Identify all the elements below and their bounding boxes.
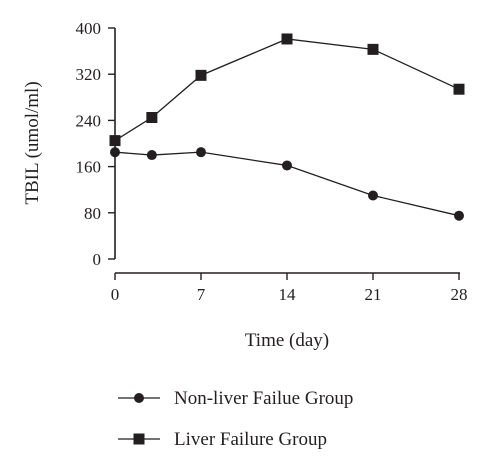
legend-label-liver-failure: Liver Failure Group [174, 429, 327, 450]
x-tick-label: 7 [197, 285, 206, 304]
y-tick-label: 400 [76, 19, 102, 38]
data-point-square [195, 69, 207, 81]
legend-marker-square [133, 433, 145, 445]
legend-marker-circle [134, 393, 144, 403]
data-point-circle [454, 210, 464, 221]
data-point-square [281, 33, 293, 45]
series-layer [109, 33, 465, 221]
y-tick-label: 160 [76, 158, 102, 177]
data-point-circle [110, 147, 120, 158]
x-axis-title: Time (day) [245, 330, 329, 351]
y-tick-label: 80 [84, 204, 101, 223]
data-point-circle [368, 190, 378, 201]
series-line-0 [114, 151, 460, 217]
x-axis-ticks: 0 7 14 21 28 [111, 273, 468, 304]
y-axis-ticks: 0 80 160 240 320 400 [76, 19, 115, 269]
series-line-1 [114, 38, 460, 142]
data-point-circle [146, 150, 157, 161]
y-axis-title: TBIL (umol/ml) [22, 81, 43, 204]
x-tick-label: 28 [451, 285, 468, 304]
data-point-circle [196, 147, 206, 158]
legend-item-liver-failure: Liver Failure Group [118, 429, 327, 450]
y-axis: 0 80 160 240 320 400 [76, 19, 116, 269]
data-point-square [109, 135, 121, 147]
data-point-square [453, 83, 465, 95]
legend: Non-liver Failue Group Liver Failure Gro… [118, 388, 353, 450]
y-tick-label: 0 [93, 250, 102, 269]
x-tick-label: 14 [279, 285, 297, 304]
legend-label-non-liver-failure: Non-liver Failue Group [174, 388, 353, 409]
data-point-square [146, 112, 158, 124]
x-axis: 0 7 14 21 28 [111, 272, 468, 304]
y-tick-label: 240 [76, 111, 102, 130]
y-tick-label: 320 [76, 65, 102, 84]
data-point-square [367, 43, 379, 55]
x-tick-label: 21 [365, 285, 382, 304]
x-tick-label: 0 [111, 285, 120, 304]
data-point-circle [282, 160, 292, 171]
legend-item-non-liver-failure: Non-liver Failue Group [118, 388, 353, 409]
